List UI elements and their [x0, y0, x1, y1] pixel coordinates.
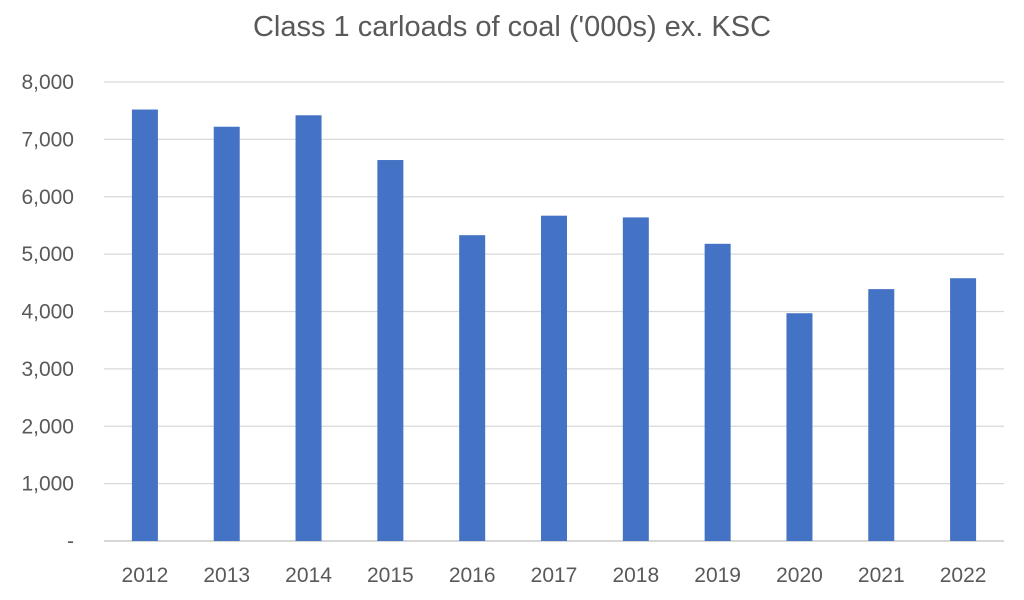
x-tick-label: 2013 — [203, 564, 250, 587]
bar-2013 — [213, 126, 240, 541]
y-tick-label: 8,000 — [21, 71, 74, 94]
y-tick-label: 2,000 — [21, 415, 74, 438]
bar-2018 — [622, 217, 649, 541]
x-tick-label: 2015 — [367, 564, 414, 587]
x-tick-label: 2019 — [694, 564, 741, 587]
x-tick-label: 2020 — [776, 564, 823, 587]
bar-2014 — [295, 115, 322, 541]
x-tick-label: 2021 — [858, 564, 905, 587]
bar-2012 — [131, 109, 158, 541]
y-tick-label: 1,000 — [21, 473, 74, 496]
x-axis-ticks: 2012 2013 2014 2015 2016 2017 2018 2019 2020 2021… — [122, 564, 987, 587]
bar-2017 — [541, 215, 567, 541]
x-tick-label: 2016 — [449, 564, 496, 587]
bar-2022 — [950, 278, 977, 541]
x-tick-label: 2012 — [122, 564, 169, 587]
y-axis-ticks: - 1,000 2,000 3,000 4,000 5,000 6,000 7,000 8,00… — [21, 71, 74, 553]
y-tick-label: 5,000 — [21, 243, 74, 266]
y-tick-label: 6,000 — [21, 186, 74, 209]
bars — [131, 109, 977, 542]
y-tick-label: 7,000 — [21, 128, 74, 151]
bar-2019 — [704, 243, 731, 542]
chart-title: Class 1 carloads of coal ('000s) ex. KSC — [253, 11, 771, 43]
x-tick-label: 2017 — [531, 564, 578, 587]
y-tick-label: - — [67, 530, 74, 553]
bar-2020 — [786, 313, 813, 541]
bar-2015 — [377, 160, 404, 541]
x-tick-label: 2022 — [940, 564, 987, 587]
x-tick-label: 2018 — [612, 564, 659, 587]
bar-2016 — [459, 235, 486, 541]
bar-2021 — [868, 289, 895, 541]
y-tick-label: 4,000 — [21, 301, 74, 324]
x-tick-label: 2014 — [285, 564, 332, 587]
y-tick-label: 3,000 — [21, 358, 74, 381]
